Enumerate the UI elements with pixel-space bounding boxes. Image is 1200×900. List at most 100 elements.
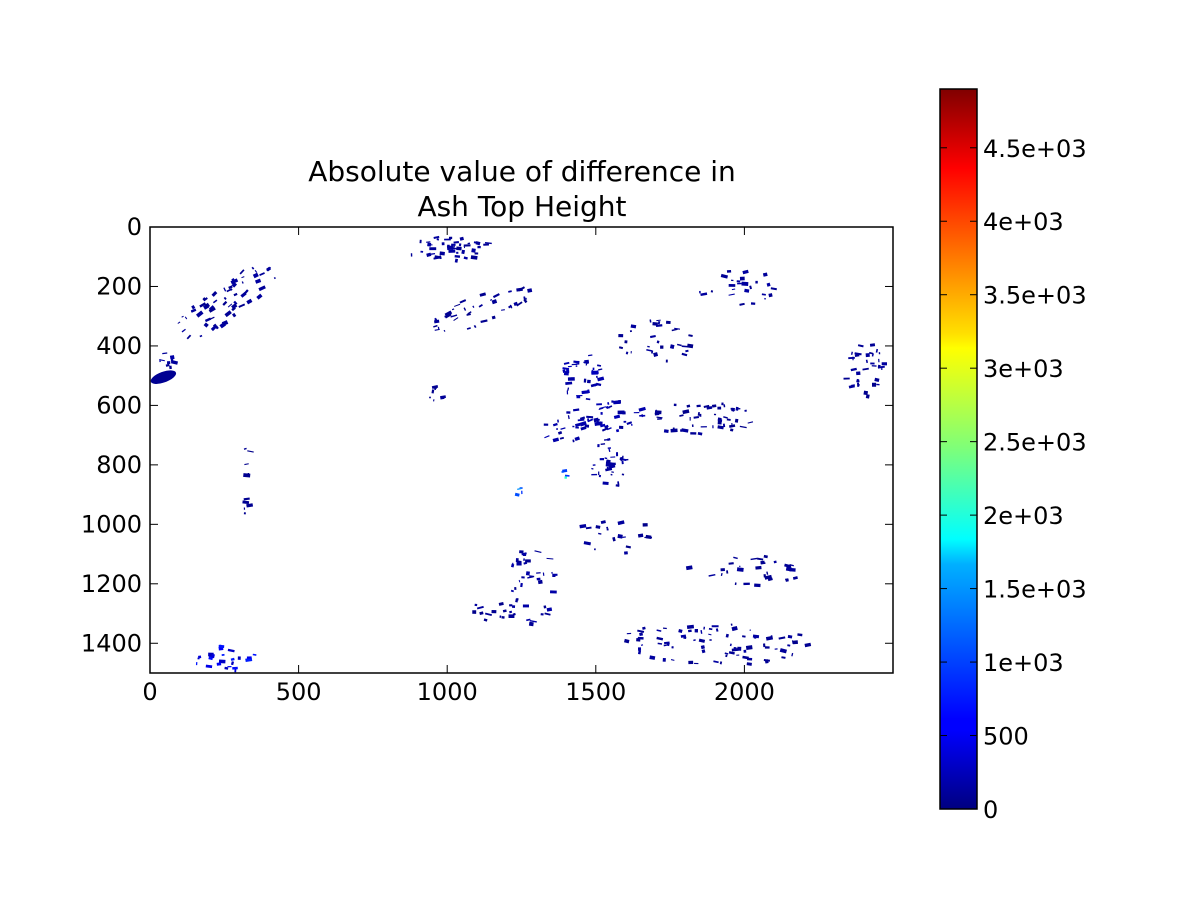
heatmap-speck — [577, 418, 585, 422]
heatmap-speck — [501, 616, 505, 619]
heatmap-speck — [617, 410, 625, 415]
heatmap-speck — [441, 242, 445, 246]
heatmap-speck — [434, 319, 440, 324]
heatmap-speck — [447, 244, 450, 248]
heatmap-speck — [730, 623, 733, 626]
heatmap-speck — [745, 645, 753, 650]
colorbar-tick-label: 0 — [983, 796, 998, 824]
heatmap-speck — [491, 299, 498, 305]
heatmap-speck — [606, 526, 609, 529]
heatmap-speck — [881, 366, 883, 370]
heatmap-speck — [226, 288, 232, 293]
heatmap-speck — [862, 367, 869, 371]
heatmap-speck — [763, 554, 768, 559]
heatmap-speck — [598, 532, 602, 535]
heatmap-speck — [429, 396, 431, 399]
heatmap-speck — [622, 536, 626, 538]
heatmap-speck — [167, 361, 171, 365]
heatmap-speck — [204, 302, 211, 309]
heatmap-speck — [850, 351, 853, 355]
heatmap-speck — [721, 402, 724, 406]
heatmap-speck — [784, 563, 792, 569]
heatmap-speck — [525, 559, 531, 563]
heatmap-speck — [680, 429, 683, 432]
heatmap-speck — [752, 634, 760, 639]
heatmap-speck — [234, 668, 237, 673]
heatmap-speck — [444, 310, 453, 317]
heatmap-speck — [729, 424, 736, 428]
heatmap-speck — [459, 236, 464, 241]
plot-frame — [149, 226, 894, 674]
heatmap-speck — [209, 316, 215, 320]
heatmap-speck — [527, 576, 534, 579]
heatmap-speck — [597, 418, 600, 421]
x-tick-label: 1000 — [417, 678, 478, 706]
heatmap-speck — [479, 292, 487, 297]
heatmap-speck — [610, 456, 616, 458]
heatmap-speck — [581, 390, 589, 395]
heatmap-speck — [551, 571, 553, 574]
heatmap-speck — [843, 377, 850, 380]
heatmap-speck — [600, 423, 606, 428]
heatmap-speck — [731, 407, 735, 412]
heatmap-speck — [259, 272, 265, 276]
heatmap-speck — [717, 406, 722, 410]
heatmap-speck — [246, 503, 254, 508]
heatmap-speck — [624, 340, 628, 344]
heatmap-speck — [508, 305, 513, 309]
heatmap-speck — [585, 362, 588, 366]
heatmap-speck — [868, 351, 874, 355]
heatmap-speck — [516, 560, 522, 563]
heatmap-speck — [218, 644, 225, 649]
heatmap-speck — [473, 324, 477, 329]
heatmap-speck — [254, 278, 262, 284]
heatmap-field — [150, 235, 887, 673]
heatmap-speck — [544, 612, 551, 616]
heatmap-speck — [767, 577, 773, 582]
heatmap-speck — [686, 404, 691, 408]
heatmap-speck — [763, 574, 767, 578]
heatmap-speck — [518, 579, 521, 583]
heatmap-speck — [646, 349, 653, 352]
heatmap-speck — [647, 345, 650, 348]
heatmap-speck — [479, 611, 484, 616]
y-tick-label: 1400 — [81, 629, 142, 657]
heatmap-speck — [746, 662, 752, 666]
heatmap-speck — [419, 239, 422, 244]
heatmap-speck — [693, 639, 696, 642]
heatmap-speck — [640, 644, 644, 646]
heatmap-speck — [159, 358, 161, 363]
heatmap-speck — [202, 297, 206, 301]
x-tick-label: 1500 — [565, 678, 626, 706]
heatmap-speck — [256, 293, 263, 300]
heatmap-speck — [708, 633, 712, 636]
heatmap-speck — [254, 269, 258, 273]
heatmap-speck — [649, 319, 652, 323]
heatmap-speck — [715, 628, 719, 632]
heatmap-speck — [476, 605, 484, 610]
heatmap-speck — [653, 352, 659, 357]
heatmap-speck — [186, 334, 192, 340]
heatmap-speck — [429, 247, 437, 251]
heatmap-speck — [598, 407, 604, 411]
heatmap-speck — [232, 312, 237, 318]
heatmap-speck — [733, 626, 736, 629]
heatmap-speck — [584, 359, 590, 364]
heatmap-speck — [637, 629, 645, 633]
heatmap-speck — [657, 418, 662, 420]
heatmap-speck — [644, 535, 651, 539]
heatmap-speck — [871, 382, 877, 387]
heatmap-speck — [733, 647, 737, 652]
heatmap-speck — [617, 520, 625, 526]
heatmap-speck — [850, 367, 857, 372]
heatmap-speck — [440, 395, 445, 400]
heatmap-speck — [564, 474, 570, 477]
heatmap-speck — [700, 292, 708, 297]
heatmap-speck — [237, 656, 241, 660]
heatmap-speck — [471, 248, 476, 253]
heatmap-speck — [601, 427, 609, 432]
heatmap-speck — [613, 414, 621, 420]
heatmap-speck — [165, 363, 170, 367]
heatmap-speck — [453, 240, 460, 244]
heatmap-speck — [741, 281, 749, 286]
